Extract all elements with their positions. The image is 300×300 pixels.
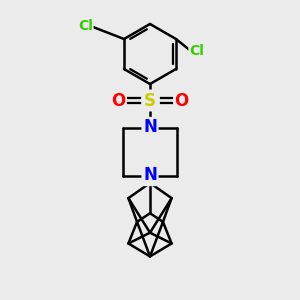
Text: Cl: Cl [189, 44, 204, 58]
Text: N: N [143, 167, 157, 184]
Text: Cl: Cl [78, 19, 93, 32]
Text: N: N [143, 118, 157, 136]
Text: S: S [144, 92, 156, 110]
Text: O: O [111, 92, 126, 110]
Text: O: O [174, 92, 189, 110]
